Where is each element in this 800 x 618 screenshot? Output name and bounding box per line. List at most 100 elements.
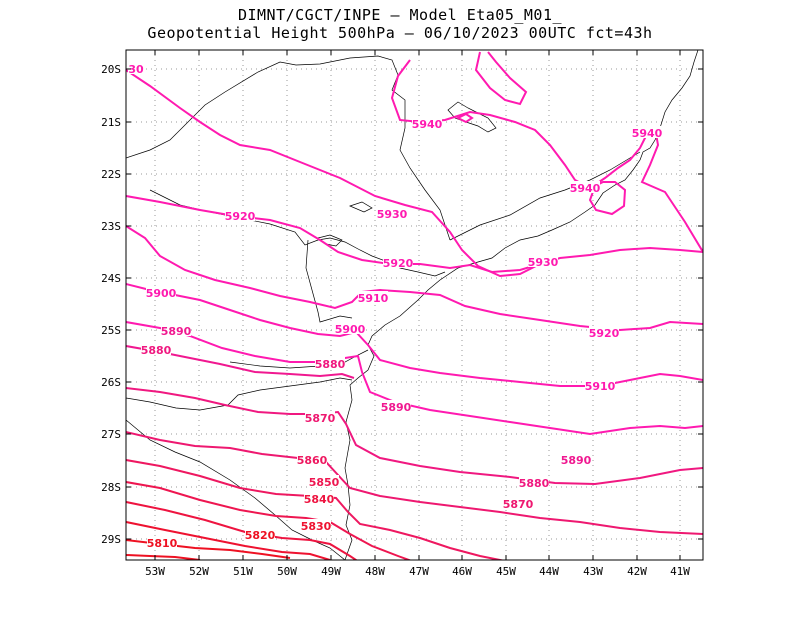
border-pr-ms: [305, 239, 353, 323]
contour-label: 5930: [377, 208, 408, 221]
lon-label: 46W: [452, 565, 472, 578]
contour-label-bg: [315, 357, 345, 369]
border-rs-sc: [126, 377, 353, 411]
contour-label-bg: [141, 343, 171, 355]
contour-5940-loop2: [588, 181, 627, 216]
contour-5840: [126, 501, 358, 560]
contour-5930: [126, 195, 541, 274]
lat-label: 24S: [101, 272, 121, 285]
contour-label: 5860: [297, 454, 328, 467]
lat-label: 28S: [101, 481, 121, 494]
contour-5850: [126, 481, 412, 560]
lon-label: 49W: [321, 565, 341, 578]
lon-label: 51W: [233, 565, 253, 578]
lon-label: 48W: [365, 565, 385, 578]
contour-label: 5890: [381, 401, 412, 414]
contour-label: 5920: [225, 210, 256, 223]
lon-label: 41W: [670, 565, 690, 578]
contour-5900: [126, 321, 703, 436]
lat-label: 22S: [101, 168, 121, 181]
contour-label: 5840: [304, 493, 335, 506]
lat-label: 23S: [101, 220, 121, 233]
border-south: [126, 419, 346, 560]
contour-label: 5940: [570, 182, 601, 195]
lon-label: 50W: [277, 565, 297, 578]
contour-label-bg: [381, 400, 411, 412]
contour-label-bg: [412, 117, 442, 129]
contour-5940-ring: [390, 59, 703, 253]
contour-label-bg: [309, 475, 339, 487]
contour-label-bg: [128, 62, 144, 74]
contour-label-bg: [632, 126, 662, 138]
contour-label: 5880: [141, 344, 172, 357]
contour-label-bg: [585, 379, 615, 391]
lon-label: 44W: [539, 565, 559, 578]
contour-label-bg: [147, 536, 177, 548]
border-sc-pr: [229, 349, 369, 369]
coastline: [344, 50, 699, 560]
contour-label: 5870: [305, 412, 336, 425]
contour-label-bg: [146, 286, 176, 298]
lon-label: 47W: [409, 565, 429, 578]
lat-label: 27S: [101, 428, 121, 441]
contour-label-bg: [245, 528, 275, 540]
contour-label: 30: [128, 63, 144, 76]
contour-5940-north: [126, 69, 703, 278]
contour-label: 5910: [358, 292, 389, 305]
lat-label: 20S: [101, 63, 121, 76]
contour-5870: [126, 431, 703, 535]
lon-label: 43W: [583, 565, 603, 578]
contour-label: 5880: [519, 477, 550, 490]
contour-label: 5940: [632, 127, 663, 140]
contour-5810: [126, 554, 201, 560]
axis-ticks: [126, 50, 703, 560]
longitude-labels: 53W 52W 51W 50W 49W 48W 47W 46W 45W 44W 43W 42W 41W: [145, 565, 690, 578]
contour-label: 5910: [585, 380, 616, 393]
map-title-line1: DIMNT/CGCT/INPE – Model Eta05_M01_: [237, 6, 563, 24]
contour-5910: [126, 283, 703, 387]
contour-label-bg: [301, 519, 331, 531]
contour-label-bg: [225, 209, 255, 221]
border-ms-sp: [126, 91, 226, 159]
lon-label: 42W: [627, 565, 647, 578]
contour-label: 5900: [335, 323, 366, 336]
border-mg-rj: [449, 151, 641, 241]
contour-label-bg: [383, 256, 413, 268]
lon-label: 52W: [189, 565, 209, 578]
contour-labels: 30 5940 5940 5940 5930 5930 5920 5920 5920 5910 59…: [128, 62, 663, 550]
contour-label-bg: [297, 453, 327, 465]
map-title-line2: Geopotential Height 500hPa – 06/10/2023 …: [147, 24, 653, 42]
contour-label-bg: [519, 476, 549, 488]
contour-label: 5890: [561, 454, 592, 467]
contour-label-bg: [503, 497, 533, 509]
contour-5880: [126, 387, 703, 486]
contour-label-bg: [161, 324, 191, 336]
contour-label: 5810: [147, 537, 178, 550]
border-sp-mg: [224, 55, 451, 241]
contour-5940-small: [455, 112, 474, 124]
lon-label: 45W: [496, 565, 516, 578]
contour-label-bg: [589, 326, 619, 338]
lat-label: 26S: [101, 376, 121, 389]
contour-label: 5850: [309, 476, 340, 489]
contour-label: 5870: [503, 498, 534, 511]
contour-label: 5920: [589, 327, 620, 340]
lake-small: [349, 201, 373, 213]
contour-label: 5830: [301, 520, 332, 533]
contour-label: 5920: [383, 257, 414, 270]
lat-label: 25S: [101, 324, 121, 337]
contour-label-bg: [335, 322, 365, 334]
contour-label: 5890: [161, 325, 192, 338]
contour-5830: [126, 521, 331, 560]
contour-label: 5900: [146, 287, 177, 300]
contour-5940-loop1: [474, 51, 528, 106]
contour-label: 5820: [245, 529, 276, 542]
latitude-labels: 20S 21S 22S 23S 24S 25S 26S 27S 28S 29S: [101, 63, 121, 546]
contour-label-bg: [358, 291, 388, 303]
contour-label-bg: [305, 411, 335, 423]
plot-frame: [125, 49, 704, 561]
contour-label-bg: [528, 255, 558, 267]
lat-label: 29S: [101, 533, 121, 546]
contour-5860: [126, 459, 506, 560]
